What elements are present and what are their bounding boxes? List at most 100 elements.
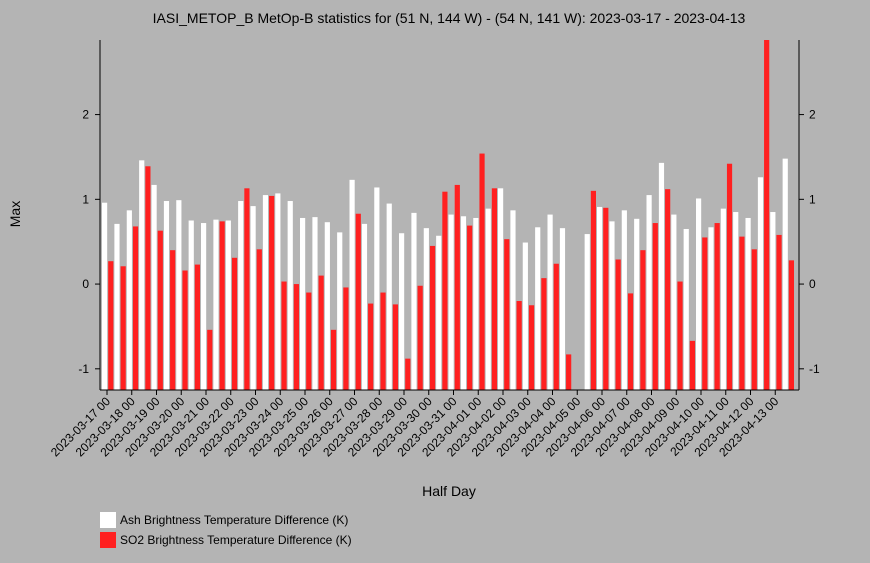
so2-bar (355, 213, 361, 390)
ash-bar (621, 210, 627, 390)
legend: Ash Brightness Temperature Difference (K… (100, 512, 352, 548)
ash-bar (436, 235, 442, 390)
so2-bar (170, 250, 176, 390)
ash-bar (287, 201, 293, 390)
ash-bar (126, 210, 132, 390)
so2-bar (256, 249, 262, 390)
so2-bar (293, 284, 299, 390)
ash-bar (151, 184, 157, 390)
so2-bar (764, 40, 770, 390)
so2-bar (157, 230, 163, 390)
so2-bar (689, 340, 695, 390)
so2-bar (429, 245, 436, 390)
ash-bar (399, 233, 405, 390)
so2-bar (627, 293, 634, 390)
legend-swatch-so2 (100, 532, 116, 548)
y-tick-label-right: -1 (809, 362, 820, 376)
ash-bar (733, 212, 739, 390)
so2-bar (467, 225, 473, 390)
y-tick-label-left: 2 (82, 108, 89, 122)
y-tick-label-left: 0 (82, 277, 89, 291)
so2-bar (368, 303, 374, 390)
so2-bar (541, 278, 547, 390)
ash-bar (597, 206, 603, 390)
y-tick-label-right: 1 (809, 192, 816, 206)
so2-bar (318, 275, 324, 390)
legend-label-so2: SO2 Brightness Temperature Difference (K… (120, 533, 352, 547)
so2-bar (281, 281, 287, 390)
ash-bar (423, 228, 429, 390)
ash-bar (658, 162, 665, 390)
so2-bar (380, 292, 386, 390)
ash-bar (584, 234, 590, 390)
ash-bar (720, 208, 726, 390)
so2-bar (392, 304, 398, 390)
so2-bar (231, 257, 238, 390)
ash-bar (498, 188, 504, 390)
ash-bar (757, 177, 764, 390)
so2-bar (306, 292, 312, 390)
so2-bar (182, 270, 188, 390)
ash-bar (770, 212, 776, 390)
so2-bar (454, 184, 460, 390)
ash-bar (646, 195, 652, 390)
ash-bar (708, 227, 714, 390)
ash-bar (176, 200, 182, 390)
ash-bar (559, 228, 566, 390)
legend-label-ash: Ash Brightness Temperature Difference (K… (120, 513, 348, 527)
so2-bar (479, 153, 485, 390)
so2-bar (269, 195, 275, 390)
ash-bar (386, 203, 392, 390)
y-ticks-group: -1 -1 0 0 1 1 2 2 (78, 108, 820, 376)
so2-bar (739, 236, 745, 390)
y-tick-label-left: -1 (78, 362, 89, 376)
ash-bar (312, 217, 318, 390)
so2-bar (330, 329, 337, 390)
so2-bar (788, 260, 794, 390)
ash-bar (510, 210, 516, 390)
ash-bar (745, 217, 751, 390)
so2-bar (194, 264, 200, 390)
so2-bar (726, 163, 733, 390)
ash-bar (324, 222, 330, 390)
ash-bar (213, 219, 219, 390)
ash-bar (535, 227, 541, 390)
ash-bar (782, 158, 788, 390)
ash-bar (238, 201, 244, 390)
ash-bar (683, 228, 689, 390)
so2-bar (677, 281, 683, 390)
legend-swatch-ash (100, 512, 116, 528)
ash-bar (460, 216, 467, 390)
ash-bar (163, 201, 170, 390)
so2-bar (504, 239, 510, 390)
so2-bar (516, 301, 522, 390)
so2-bar (145, 166, 151, 390)
ash-bar (547, 214, 553, 390)
so2-bar (751, 249, 757, 390)
so2-bar (491, 188, 497, 390)
ash-bar (671, 214, 677, 390)
ash-bar (448, 214, 454, 390)
y-tick-label-right: 0 (809, 277, 816, 291)
so2-bar (405, 358, 411, 390)
so2-bar (640, 250, 646, 390)
y-tick-label-right: 2 (809, 108, 816, 122)
ash-bar (225, 220, 231, 390)
ash-bar (114, 223, 120, 390)
bars-group (102, 40, 794, 390)
ash-bar (609, 221, 615, 390)
ash-bar (250, 206, 256, 390)
ash-bar (473, 217, 479, 390)
so2-bar (665, 189, 671, 390)
so2-bar (714, 223, 720, 390)
so2-bar (120, 266, 126, 390)
so2-bar (566, 354, 572, 390)
ash-bar (485, 208, 491, 390)
so2-bar (553, 263, 559, 390)
so2-bar (702, 237, 708, 390)
chart-title: IASI_METOP_B MetOp-B statistics for (51 … (153, 10, 746, 26)
ash-bar (337, 232, 343, 390)
ash-bar (634, 218, 640, 390)
so2-bar (652, 223, 658, 390)
so2-bar (590, 190, 596, 390)
